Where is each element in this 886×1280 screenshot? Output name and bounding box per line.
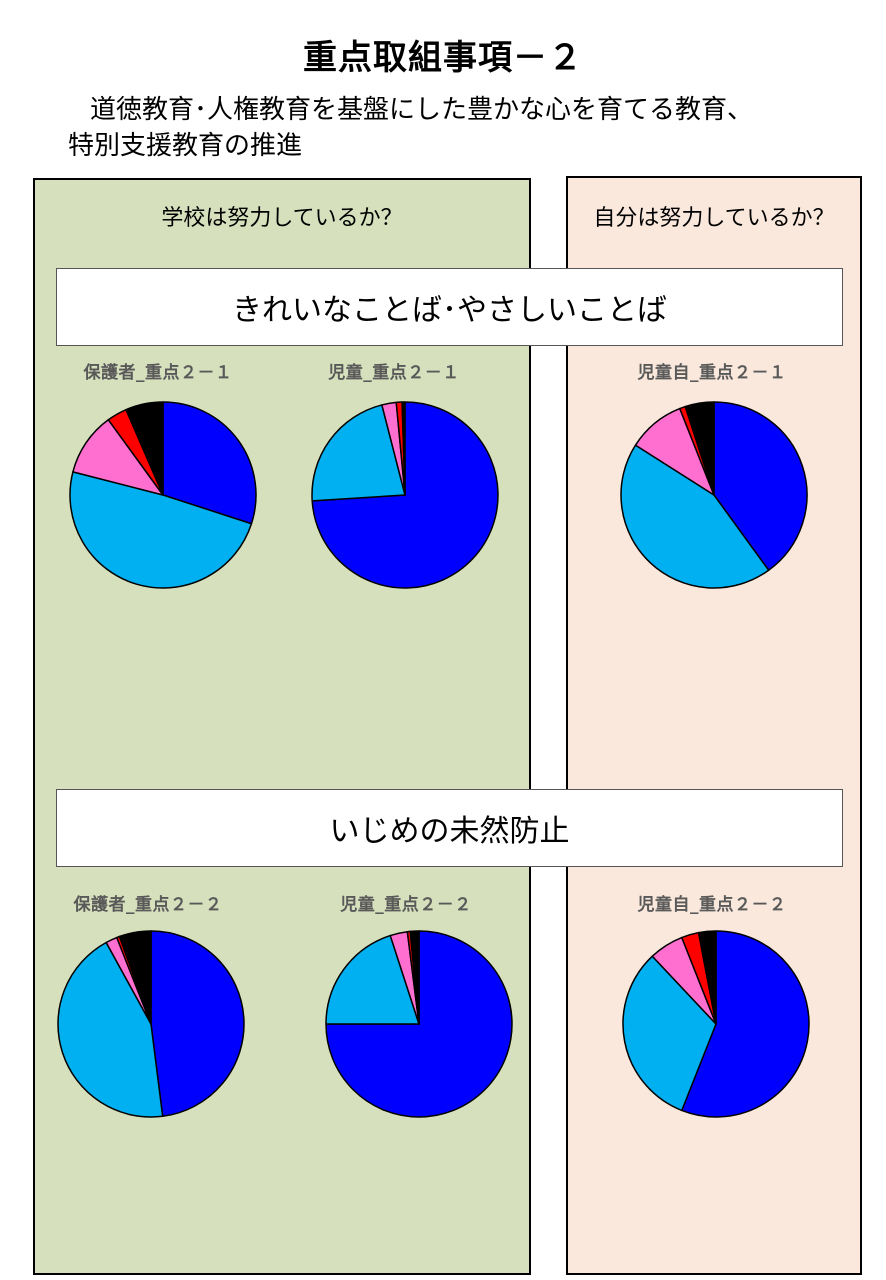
pie-chart-guardian-2-2 xyxy=(57,930,245,1118)
school-effort-heading: 学校は努力しているか？ xyxy=(161,206,403,231)
pie-slice-1 xyxy=(713,401,808,571)
pie-slice-5 xyxy=(409,930,420,1025)
pie-slice-2 xyxy=(57,941,164,1118)
pie-slice-1 xyxy=(325,930,513,1118)
pie-slice-2 xyxy=(69,471,253,589)
pie-chart-student-2-2 xyxy=(325,930,513,1118)
section-banner-kind-words: きれいなことば･やさしいことば xyxy=(56,268,843,346)
pie-chart-student-self-2-2 xyxy=(622,930,810,1118)
pie-chart-student-2-1 xyxy=(311,401,499,589)
chart-title-student-2-1: 児童_重点２－１ xyxy=(328,363,460,383)
pie-slice-1 xyxy=(681,930,810,1118)
pie-slice-1 xyxy=(150,930,245,1118)
chart-title-student-self-2-2: 児童自_重点２－２ xyxy=(637,895,787,915)
pie-slice-5 xyxy=(118,930,152,1025)
pie-slice-2 xyxy=(620,444,770,589)
page-title: 重点取組事項－２ xyxy=(303,38,583,78)
chart-title-guardian-2-1: 保護者_重点２－１ xyxy=(83,363,233,383)
pie-slice-5 xyxy=(697,930,717,1025)
chart-title-guardian-2-2: 保護者_重点２－２ xyxy=(73,895,223,915)
subtitle-line-2: 特別支援教育の推進 xyxy=(68,131,303,161)
chart-title-student-2-2: 児童_重点２－２ xyxy=(340,895,472,915)
section-banner-bullying-prevention: いじめの未然防止 xyxy=(56,789,843,867)
pie-slice-5 xyxy=(125,401,164,496)
subtitle-line-1: 道徳教育･人権教育を基盤にした豊かな心を育てる教育、 xyxy=(90,95,754,125)
chart-title-student-self-2-1: 児童自_重点２－１ xyxy=(637,363,787,383)
pie-slice-2 xyxy=(311,404,406,502)
pie-chart-guardian-2-1 xyxy=(69,401,257,589)
pie-slice-2 xyxy=(622,955,717,1112)
pie-chart-student-self-2-1 xyxy=(620,401,808,589)
pie-slice-5 xyxy=(684,401,715,496)
page-subtitle: 道徳教育･人権教育を基盤にした豊かな心を育てる教育、 特別支援教育の推進 xyxy=(68,92,858,164)
pie-slice-1 xyxy=(162,401,257,525)
pie-slice-2 xyxy=(325,934,420,1025)
self-effort-heading: 自分は努力しているか？ xyxy=(593,206,835,231)
pie-slice-5 xyxy=(401,401,406,496)
